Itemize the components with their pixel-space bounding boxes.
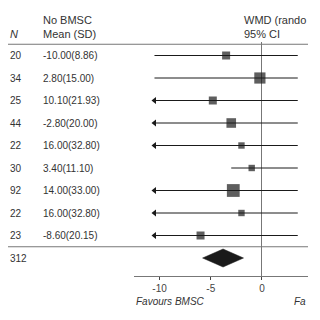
svg-text:34: 34	[10, 73, 22, 84]
svg-text:0: 0	[259, 283, 265, 294]
svg-text:16.00(32.80): 16.00(32.80)	[43, 140, 100, 151]
svg-text:Fa: Fa	[294, 296, 306, 307]
svg-text:22: 22	[10, 208, 22, 219]
svg-text:23: 23	[10, 230, 22, 241]
svg-text:25: 25	[10, 95, 22, 106]
svg-text:-2.80(20.00): -2.80(20.00)	[43, 118, 97, 129]
svg-text:22: 22	[10, 140, 22, 151]
svg-text:92: 92	[10, 185, 22, 196]
svg-text:312: 312	[10, 253, 27, 264]
svg-text:-8.60(20.15): -8.60(20.15)	[43, 230, 97, 241]
svg-text:2.80(15.00): 2.80(15.00)	[43, 73, 94, 84]
svg-text:44: 44	[10, 118, 22, 129]
svg-text:30: 30	[10, 163, 22, 174]
svg-text:10.10(21.93): 10.10(21.93)	[43, 95, 100, 106]
svg-text:-5: -5	[206, 283, 215, 294]
svg-text:14.00(33.00): 14.00(33.00)	[43, 185, 100, 196]
svg-text:No BMSCMean (SD): No BMSCMean (SD)	[43, 14, 96, 40]
svg-text:-10.00(8.86): -10.00(8.86)	[43, 50, 97, 61]
svg-text:-10: -10	[152, 283, 167, 294]
svg-text:20: 20	[10, 50, 22, 61]
svg-text:N: N	[10, 28, 18, 40]
svg-text:WMD (rando95% CI: WMD (rando95% CI	[244, 14, 306, 40]
svg-text:3.40(11.10): 3.40(11.10)	[43, 163, 93, 174]
svg-text:16.00(32.80): 16.00(32.80)	[43, 208, 100, 219]
svg-text:Favours BMSC: Favours BMSC	[136, 296, 205, 307]
